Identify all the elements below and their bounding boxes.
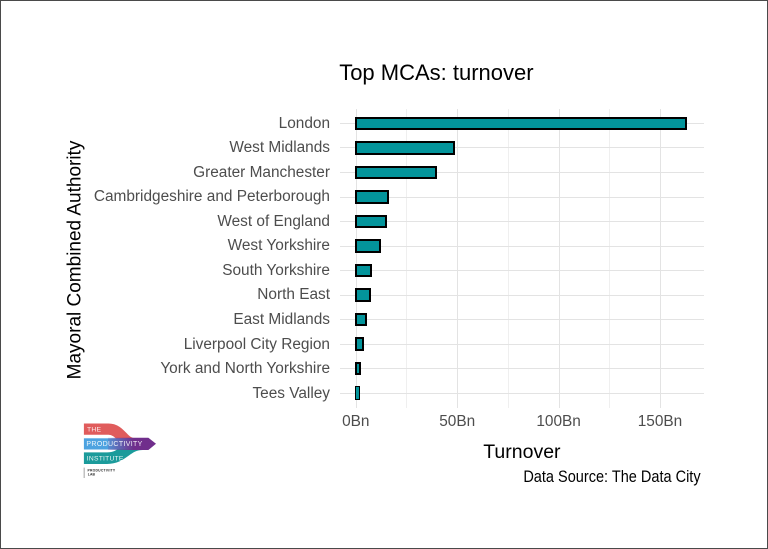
svg-text:INSTITUTE: INSTITUTE xyxy=(87,455,124,462)
svg-text:LAB: LAB xyxy=(88,472,96,476)
svg-text:PRODUCTIVITY: PRODUCTIVITY xyxy=(88,468,116,472)
svg-text:THE: THE xyxy=(87,426,102,433)
svg-text:PRODUCTIVITY: PRODUCTIVITY xyxy=(86,441,142,448)
